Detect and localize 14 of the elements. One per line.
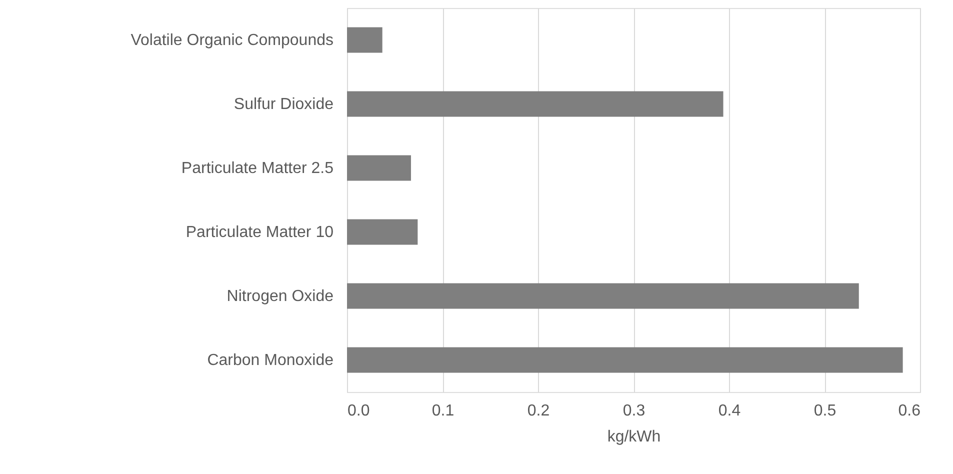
y-tick-label: Sulfur Dioxide — [234, 96, 334, 113]
y-tick-label: Carbon Monoxide — [207, 352, 334, 369]
y-tick-label: Particulate Matter 10 — [186, 224, 334, 241]
x-tick-label: 0.5 — [814, 402, 836, 420]
x-tick-label: 0.3 — [622, 402, 646, 420]
x-tick-label: 0.0 — [348, 402, 370, 420]
y-tick-label: Nitrogen Oxide — [226, 288, 334, 305]
y-tick-label: Volatile Organic Compounds — [130, 32, 334, 49]
x-tick-label: 0.2 — [527, 402, 550, 420]
y-tick-label: Particulate Matter 2.5 — [181, 160, 334, 177]
x-axis-title: kg/kWh — [607, 428, 661, 446]
x-tick-label: 0.4 — [718, 402, 741, 420]
x-tick-label: 0.6 — [898, 402, 921, 420]
x-tick-label: 0.1 — [432, 402, 454, 420]
